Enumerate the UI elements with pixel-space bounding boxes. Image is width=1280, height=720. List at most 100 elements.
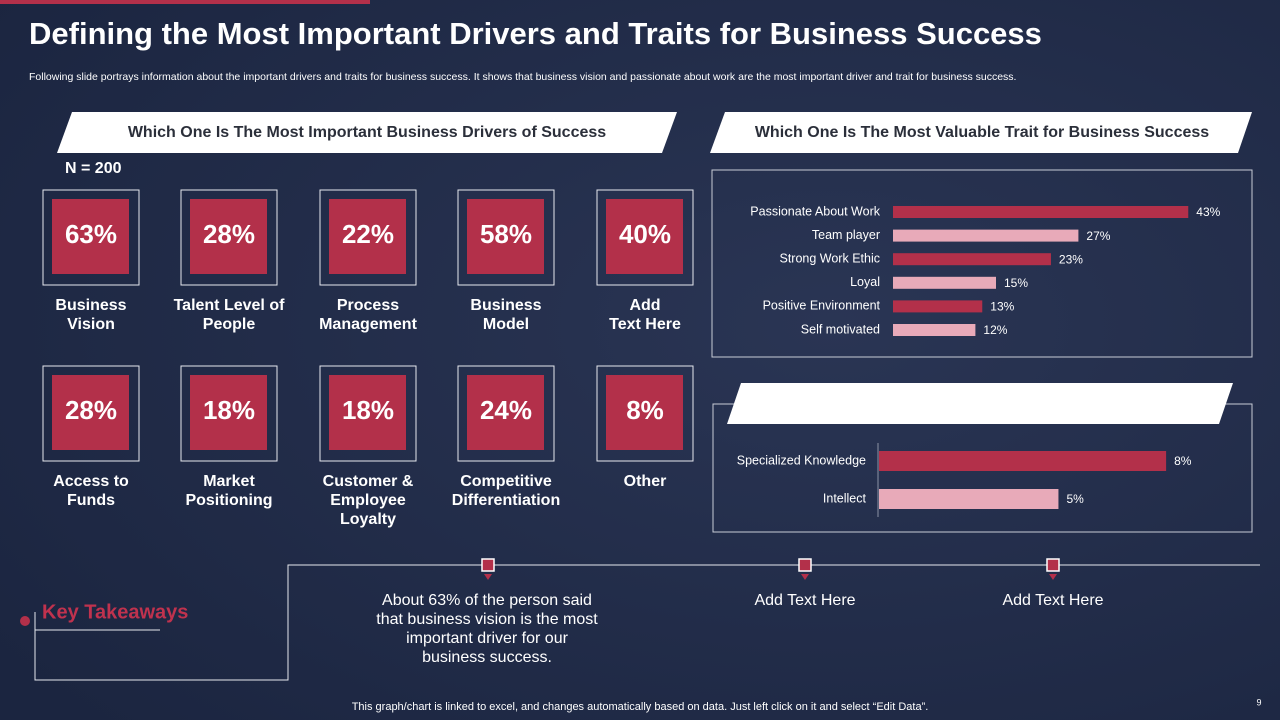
driver-label: Competitive bbox=[460, 473, 552, 490]
category-label: Strong Work Ethic bbox=[779, 251, 880, 265]
driver-value: 18% bbox=[342, 395, 394, 425]
subtitle: Following slide portrays information abo… bbox=[29, 71, 1016, 83]
chart-frame bbox=[711, 169, 1253, 358]
driver-label: Text Here bbox=[609, 316, 681, 333]
driver-value: 28% bbox=[65, 395, 117, 425]
driver-label: Funds bbox=[67, 492, 115, 509]
driver-value: 58% bbox=[480, 219, 532, 249]
driver-label: Add bbox=[629, 297, 660, 314]
driver-box bbox=[319, 365, 417, 462]
category-label: Passionate About Work bbox=[750, 204, 880, 218]
takeaway-text: Add Text Here bbox=[1002, 592, 1103, 609]
marker bbox=[481, 558, 495, 572]
right-heading: Which One Is The Most Valuable Trait for… bbox=[755, 124, 1209, 141]
driver-label: Access to bbox=[53, 473, 129, 490]
bar bbox=[893, 229, 1079, 242]
driver-box bbox=[180, 365, 278, 462]
driver-label: Customer & bbox=[323, 473, 414, 490]
driver-label: People bbox=[203, 316, 256, 333]
driver-label: Management bbox=[319, 316, 417, 333]
driver-tile bbox=[329, 199, 406, 274]
blank-banner bbox=[727, 383, 1233, 424]
left-heading: Which One Is The Most Important Business… bbox=[128, 124, 606, 141]
bar bbox=[879, 451, 1167, 471]
bar bbox=[893, 300, 983, 313]
driver-tile bbox=[190, 375, 267, 450]
category-label: Self motivated bbox=[801, 322, 880, 336]
marker-pointer bbox=[484, 574, 492, 580]
driver-label: Employee bbox=[330, 492, 406, 509]
driver-label: Market bbox=[203, 473, 255, 490]
driver-value: 28% bbox=[203, 219, 255, 249]
driver-tile bbox=[52, 375, 129, 450]
driver-tile bbox=[467, 375, 544, 450]
bar bbox=[893, 324, 976, 336]
takeaway-text: business success. bbox=[422, 649, 552, 666]
marker bbox=[1046, 558, 1060, 572]
driver-box bbox=[42, 189, 140, 286]
footer-note: This graph/chart is linked to excel, and… bbox=[352, 701, 929, 713]
driver-label: Loyalty bbox=[340, 511, 396, 528]
driver-label: Business bbox=[55, 297, 126, 314]
takeaway-frame bbox=[34, 564, 1260, 681]
driver-tile bbox=[606, 199, 683, 274]
driver-label: Process bbox=[337, 297, 399, 314]
driver-value: 18% bbox=[203, 395, 255, 425]
driver-box bbox=[596, 189, 694, 286]
driver-tile bbox=[329, 375, 406, 450]
driver-box bbox=[596, 365, 694, 462]
value-label: 27% bbox=[1086, 229, 1110, 243]
bar bbox=[879, 489, 1059, 509]
driver-box bbox=[319, 189, 417, 286]
right-banner bbox=[710, 112, 1252, 153]
takeaway-text: About 63% of the person said bbox=[382, 592, 592, 609]
category-label: Specialized Knowledge bbox=[737, 453, 866, 467]
bar bbox=[893, 206, 1189, 218]
value-label: 23% bbox=[1059, 252, 1083, 266]
takeaway-text: that business vision is the most bbox=[376, 611, 598, 628]
page-number: 9 bbox=[1256, 697, 1261, 707]
takeaway-heading: Key Takeaways bbox=[42, 601, 188, 623]
value-label: 8% bbox=[1174, 454, 1192, 468]
driver-tile bbox=[52, 199, 129, 274]
driver-label: Model bbox=[483, 316, 529, 333]
driver-label: Vision bbox=[67, 316, 115, 333]
driver-tile bbox=[606, 375, 683, 450]
accent-bar bbox=[0, 0, 370, 4]
value-label: 15% bbox=[1004, 276, 1028, 290]
category-label: Positive Environment bbox=[763, 299, 881, 313]
value-label: 5% bbox=[1066, 492, 1084, 506]
driver-label: Other bbox=[624, 473, 667, 490]
driver-box bbox=[457, 365, 555, 462]
takeaway-dot bbox=[20, 616, 30, 626]
driver-label: Differentiation bbox=[452, 492, 560, 509]
value-label: 12% bbox=[983, 323, 1007, 337]
marker-pointer bbox=[801, 574, 809, 580]
driver-value: 22% bbox=[342, 219, 394, 249]
marker bbox=[798, 558, 812, 572]
takeaway-text: important driver for our bbox=[406, 630, 569, 647]
driver-box bbox=[180, 189, 278, 286]
driver-box bbox=[42, 365, 140, 462]
category-label: Loyal bbox=[850, 275, 880, 289]
left-banner bbox=[57, 112, 677, 153]
driver-label: Positioning bbox=[185, 492, 272, 509]
driver-value: 24% bbox=[480, 395, 532, 425]
marker-pointer bbox=[1049, 574, 1057, 580]
driver-tile bbox=[467, 199, 544, 274]
category-label: Intellect bbox=[823, 491, 867, 505]
bar bbox=[893, 276, 996, 289]
driver-label: Business bbox=[470, 297, 541, 314]
driver-value: 8% bbox=[626, 395, 664, 425]
driver-box bbox=[457, 189, 555, 286]
value-label: 43% bbox=[1196, 205, 1220, 219]
driver-tile bbox=[190, 199, 267, 274]
category-label: Team player bbox=[812, 228, 880, 242]
takeaway-text: Add Text Here bbox=[754, 592, 855, 609]
driver-value: 40% bbox=[619, 219, 671, 249]
driver-label: Talent Level of bbox=[174, 297, 286, 314]
driver-value: 63% bbox=[65, 219, 117, 249]
